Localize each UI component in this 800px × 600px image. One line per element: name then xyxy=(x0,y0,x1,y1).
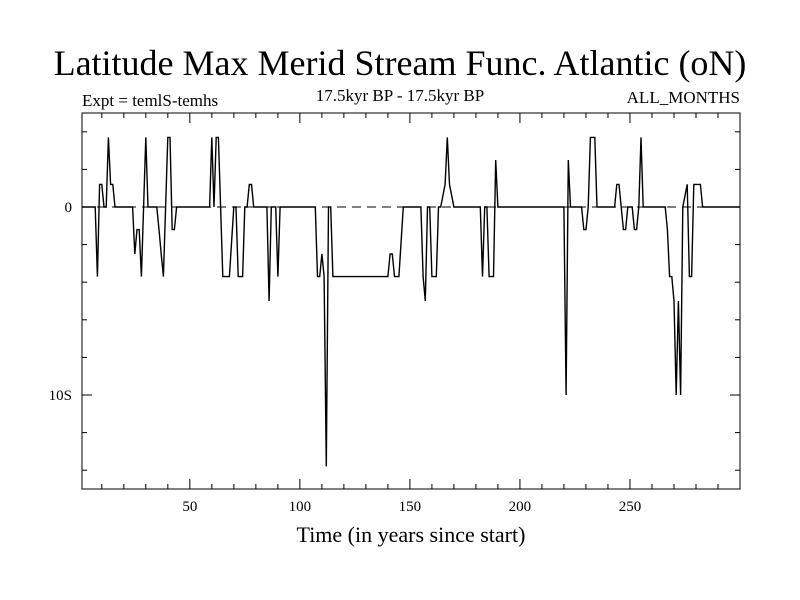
minor-ticks xyxy=(82,113,740,489)
experiment-label: Expt = temlS-temhs xyxy=(82,91,219,110)
x-tick-label: 50 xyxy=(182,499,197,515)
x-tick-label: 200 xyxy=(509,499,532,515)
months-label: ALL_MONTHS xyxy=(626,88,740,107)
x-tick-label: 100 xyxy=(289,499,312,515)
y-tick-label: 0 xyxy=(65,200,73,216)
period-label: 17.5kyr BP - 17.5kyr BP xyxy=(315,86,485,105)
x-tick-label: 250 xyxy=(619,499,642,515)
y-tick-label: 10S xyxy=(49,388,72,404)
chart-title: Latitude Max Merid Stream Func. Atlantic… xyxy=(53,43,747,83)
series-line xyxy=(82,136,740,467)
tick-labels: 50 100 150 200 250 0 10S xyxy=(49,200,642,515)
plot-frame xyxy=(81,112,741,490)
x-axis-label: Time (in years since start) xyxy=(296,522,526,547)
major-ticks xyxy=(82,113,740,489)
x-tick-label: 150 xyxy=(399,499,422,515)
